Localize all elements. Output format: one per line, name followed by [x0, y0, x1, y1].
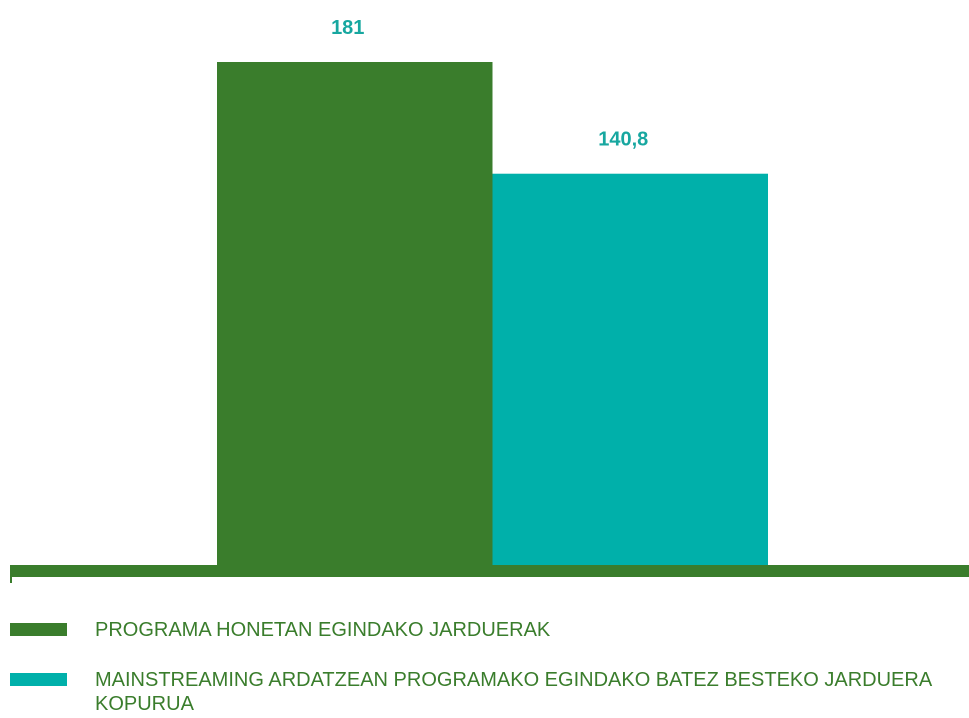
- legend-swatch: [10, 623, 67, 636]
- legend-swatch: [10, 673, 67, 686]
- axis-end-tick: [10, 565, 12, 583]
- legend-label: MAINSTREAMING ARDATZEAN PROGRAMAKO EGIND…: [95, 669, 932, 715]
- legend-item: PROGRAMA HONETAN EGINDAKO JARDUERAK: [10, 618, 955, 642]
- baseline: [10, 565, 969, 577]
- chart: 181 140,8: [10, 17, 969, 583]
- bar: [492, 173, 768, 566]
- legend-label: PROGRAMA HONETAN EGINDAKO JARDUERAK: [95, 619, 551, 641]
- bar: [217, 62, 493, 565]
- value-label: 140,8: [598, 129, 648, 151]
- value-label: 181: [331, 17, 364, 39]
- legend-item: MAINSTREAMING ARDATZEAN PROGRAMAKO EGIND…: [10, 668, 955, 716]
